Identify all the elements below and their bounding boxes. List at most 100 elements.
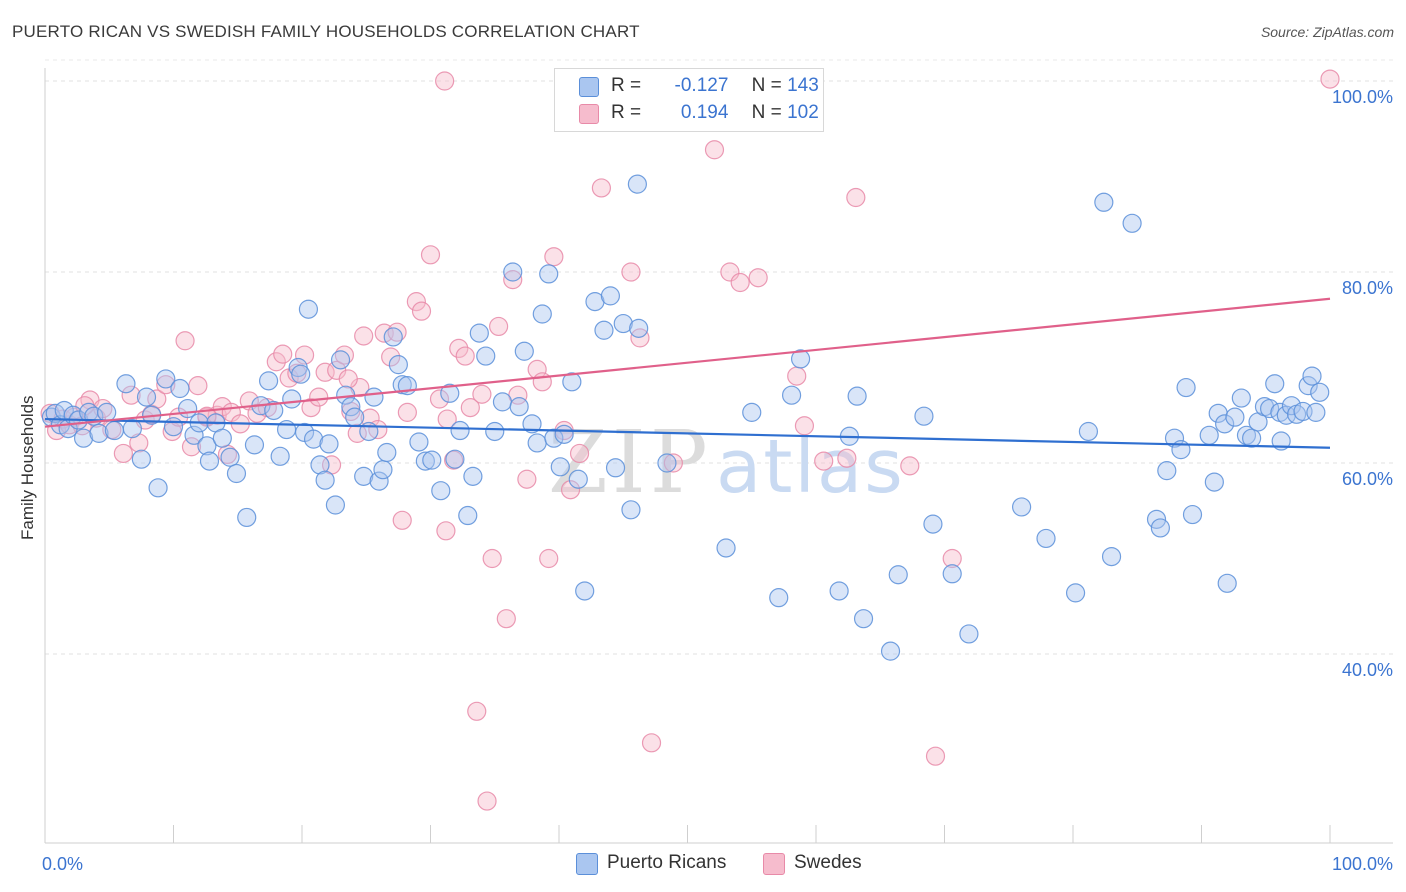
puerto-ricans-point-56 — [373, 460, 393, 480]
puerto-ricans-point-79 — [527, 433, 547, 453]
swedes-point-68 — [517, 469, 537, 489]
puerto-ricans-point-104 — [847, 386, 867, 406]
swedes-point-19 — [175, 331, 195, 351]
puerto-ricans-point-38 — [282, 389, 302, 409]
puerto-ricans-point-116 — [1094, 192, 1114, 212]
puerto-ricans-point-91 — [605, 458, 626, 478]
puerto-ricans-point-96 — [657, 453, 677, 473]
puerto-ricans-point-62 — [409, 432, 429, 452]
swedes-point-20 — [181, 437, 202, 457]
legend-r-value-blue: -0.127 — [674, 75, 729, 96]
puerto-ricans-point-15 — [131, 449, 151, 469]
swedes-point-16 — [156, 375, 176, 395]
puerto-ricans-point-26 — [199, 451, 220, 471]
puerto-ricans-point-14 — [122, 419, 142, 439]
puerto-ricans-point-89 — [594, 320, 614, 340]
swedes-point-30 — [266, 352, 286, 372]
puerto-ricans-point-48 — [330, 350, 351, 370]
puerto-ricans-point-94 — [627, 174, 647, 194]
puerto-ricans-point-108 — [914, 406, 934, 426]
puerto-ricans-point-76 — [509, 397, 529, 417]
puerto-ricans-point-132 — [1236, 425, 1257, 445]
swedes-point-55 — [436, 521, 456, 541]
puerto-ricans-point-144 — [1302, 366, 1322, 386]
puerto-ricans-point-65 — [431, 481, 451, 501]
legend-r-label: R = — [611, 102, 642, 123]
puerto-ricans-point-28 — [212, 428, 232, 448]
y-tick-label-40: 40.0% — [1342, 660, 1393, 680]
puerto-ricans-point-82 — [544, 428, 564, 448]
puerto-ricans-point-73 — [485, 421, 505, 442]
swedes-points — [40, 69, 1340, 811]
puerto-ricans-point-25 — [197, 436, 217, 456]
puerto-ricans-point-51 — [345, 407, 365, 427]
swedes-point-59 — [460, 398, 480, 418]
legend-row-pink: R = 0.194 N = 102 — [611, 102, 819, 126]
puerto-ricans-point-55 — [369, 471, 389, 491]
puerto-ricans-point-85 — [562, 372, 582, 392]
puerto-ricans-point-78 — [522, 414, 542, 434]
swedes-point-56 — [444, 450, 464, 470]
swedes-point-79 — [641, 733, 662, 753]
swedes-point-89 — [846, 187, 866, 208]
puerto-ricans-point-77 — [514, 341, 534, 361]
puerto-ricans-point-54 — [364, 387, 384, 407]
swedes-point-98 — [338, 369, 358, 389]
tick-labels: 40.0% 60.0% 80.0% 100.0% 0.0% 100.0% — [42, 87, 1393, 874]
puerto-ricans-point-111 — [959, 624, 979, 644]
swedes-point-64 — [489, 316, 509, 337]
puerto-ricans-point-114 — [1065, 583, 1086, 603]
puerto-ricans-point-118 — [1122, 213, 1142, 233]
puerto-ricans-point-106 — [880, 641, 901, 661]
puerto-ricans-point-69 — [458, 505, 478, 526]
swedes-point-101 — [435, 71, 455, 91]
puerto-ricans-point-81 — [539, 264, 559, 284]
puerto-ricans-point-34 — [258, 371, 279, 391]
puerto-ricans-point-113 — [1036, 528, 1056, 549]
swedes-point-31 — [273, 344, 293, 364]
puerto-ricans-point-11 — [97, 402, 117, 422]
puerto-ricans-point-13 — [116, 374, 136, 394]
puerto-ricans-point-57 — [377, 442, 397, 463]
puerto-ricans-point-36 — [270, 446, 290, 466]
puerto-ricans-point-100 — [781, 385, 802, 405]
puerto-ricans-point-46 — [319, 434, 339, 454]
swedes-point-53 — [420, 245, 441, 265]
swedes-point-12 — [129, 433, 149, 453]
swedes-point-97 — [569, 443, 590, 464]
puerto-ricans-point-126 — [1199, 425, 1219, 445]
puerto-ricans-point-70 — [463, 466, 483, 486]
y-tick-label-80: 80.0% — [1342, 278, 1393, 298]
puerto-ricans-point-59 — [388, 355, 408, 375]
legend-swatch-blue — [579, 77, 599, 97]
puerto-ricans-point-145 — [1310, 382, 1330, 402]
puerto-ricans-point-21 — [170, 378, 190, 399]
swedes-point-83 — [730, 272, 750, 293]
puerto-ricans-point-146 — [1306, 402, 1326, 422]
puerto-ricans-point-124 — [1176, 377, 1196, 398]
swedes-point-34 — [294, 345, 315, 365]
x-tick-label-max: 100.0% — [1332, 854, 1393, 874]
puerto-ricans-point-63 — [415, 451, 435, 471]
puerto-ricans-point-84 — [554, 424, 574, 444]
swedes-point-77 — [621, 262, 641, 282]
correlation-legend: R = -0.127 N = 143 R = 0.194 N = 102 — [554, 68, 824, 132]
puerto-ricans-point-12 — [104, 420, 124, 441]
puerto-ricans-point-18 — [148, 478, 168, 498]
swedes-point-71 — [539, 548, 559, 569]
swedes-point-81 — [704, 140, 725, 160]
swedes-point-11 — [121, 385, 141, 405]
puerto-ricans-point-92 — [613, 313, 633, 334]
puerto-ricans-point-30 — [226, 463, 247, 484]
swedes-point-86 — [794, 416, 815, 436]
bottom-legend-swatch-pink — [763, 853, 785, 875]
bottom-legend-swedes: Swedes — [794, 852, 862, 873]
swedes-point-52 — [411, 301, 432, 321]
chart-title: PUERTO RICAN VS SWEDISH FAMILY HOUSEHOLD… — [12, 22, 640, 41]
swedes-point-90 — [900, 456, 920, 476]
swedes-point-61 — [472, 384, 492, 404]
legend-r-label: R = — [611, 75, 642, 96]
puerto-ricans-point-143 — [1298, 376, 1318, 396]
watermark-zip: ZIP — [548, 413, 712, 513]
source-credit: Source: ZipAtlas.com — [1260, 24, 1394, 40]
